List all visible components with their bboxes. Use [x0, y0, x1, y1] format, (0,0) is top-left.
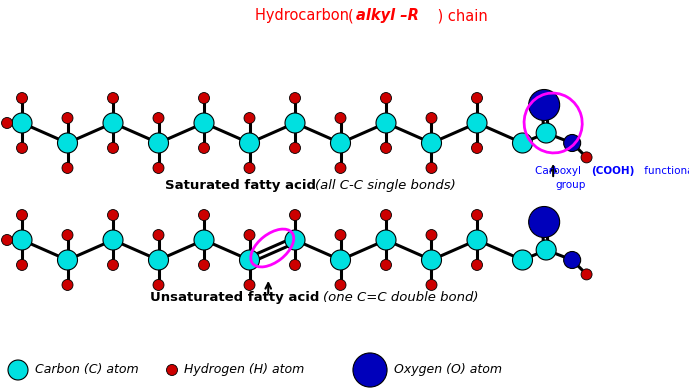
Circle shape: [17, 93, 28, 104]
Circle shape: [289, 210, 300, 220]
Circle shape: [244, 113, 255, 123]
Circle shape: [17, 260, 28, 270]
Circle shape: [167, 364, 178, 376]
Circle shape: [149, 133, 169, 153]
Circle shape: [426, 113, 437, 123]
Circle shape: [536, 240, 556, 260]
Circle shape: [198, 210, 209, 220]
Circle shape: [426, 279, 437, 291]
Circle shape: [12, 230, 32, 250]
Circle shape: [331, 133, 351, 153]
Text: functional: functional: [641, 166, 689, 176]
Circle shape: [528, 90, 559, 121]
Circle shape: [153, 279, 164, 291]
Circle shape: [467, 230, 487, 250]
Circle shape: [335, 230, 346, 241]
Circle shape: [467, 113, 487, 133]
Circle shape: [335, 163, 346, 173]
Circle shape: [240, 133, 260, 153]
Circle shape: [1, 118, 12, 128]
Circle shape: [198, 142, 209, 153]
Text: Saturated fatty acid: Saturated fatty acid: [165, 178, 320, 192]
Circle shape: [285, 230, 305, 250]
Circle shape: [62, 113, 73, 123]
Circle shape: [471, 93, 482, 104]
Circle shape: [380, 210, 391, 220]
Circle shape: [153, 113, 164, 123]
Circle shape: [103, 230, 123, 250]
Circle shape: [17, 210, 28, 220]
Text: Hydrocarbon: Hydrocarbon: [255, 9, 353, 24]
Circle shape: [62, 163, 73, 173]
Circle shape: [8, 360, 28, 380]
Text: (: (: [348, 9, 353, 24]
Text: Unsaturated fatty acid: Unsaturated fatty acid: [150, 291, 324, 305]
Circle shape: [240, 250, 260, 270]
Text: (COOH): (COOH): [591, 166, 635, 176]
Circle shape: [153, 163, 164, 173]
Circle shape: [107, 260, 119, 270]
Circle shape: [380, 260, 391, 270]
Circle shape: [107, 210, 119, 220]
Circle shape: [471, 142, 482, 153]
Circle shape: [564, 251, 581, 268]
Circle shape: [149, 250, 169, 270]
Circle shape: [289, 142, 300, 153]
Circle shape: [289, 260, 300, 270]
Circle shape: [528, 206, 559, 237]
Circle shape: [331, 250, 351, 270]
Circle shape: [471, 210, 482, 220]
Circle shape: [57, 250, 77, 270]
Circle shape: [194, 230, 214, 250]
Text: (one C=C double bond): (one C=C double bond): [323, 291, 478, 305]
Circle shape: [335, 113, 346, 123]
Circle shape: [198, 260, 209, 270]
Circle shape: [12, 113, 32, 133]
Circle shape: [153, 230, 164, 241]
Circle shape: [536, 123, 556, 143]
Circle shape: [57, 133, 77, 153]
Circle shape: [244, 163, 255, 173]
Circle shape: [353, 353, 387, 387]
Circle shape: [107, 93, 119, 104]
Text: Carbon (C) atom: Carbon (C) atom: [35, 364, 138, 376]
Circle shape: [513, 133, 533, 153]
Circle shape: [285, 113, 305, 133]
Circle shape: [581, 152, 592, 163]
Text: alkyl –R: alkyl –R: [356, 9, 419, 24]
Circle shape: [244, 279, 255, 291]
Circle shape: [471, 260, 482, 270]
Circle shape: [426, 230, 437, 241]
Text: (all C-C single bonds): (all C-C single bonds): [315, 178, 455, 192]
Circle shape: [17, 142, 28, 153]
Circle shape: [513, 250, 533, 270]
Circle shape: [422, 250, 442, 270]
Circle shape: [581, 269, 592, 280]
Circle shape: [194, 113, 214, 133]
Circle shape: [244, 230, 255, 241]
Circle shape: [62, 279, 73, 291]
Circle shape: [335, 279, 346, 291]
Circle shape: [103, 113, 123, 133]
Circle shape: [564, 135, 581, 151]
Text: Oxygen (O) atom: Oxygen (O) atom: [394, 364, 502, 376]
Circle shape: [380, 93, 391, 104]
Circle shape: [380, 142, 391, 153]
Circle shape: [1, 234, 12, 246]
Circle shape: [426, 163, 437, 173]
Circle shape: [289, 93, 300, 104]
Circle shape: [107, 142, 119, 153]
Circle shape: [422, 133, 442, 153]
Text: ) chain: ) chain: [433, 9, 488, 24]
Circle shape: [376, 230, 396, 250]
Circle shape: [62, 230, 73, 241]
Circle shape: [198, 93, 209, 104]
Circle shape: [376, 113, 396, 133]
Text: Hydrogen (H) atom: Hydrogen (H) atom: [184, 364, 305, 376]
Text: group: group: [555, 180, 586, 190]
Text: Carboxyl: Carboxyl: [535, 166, 584, 176]
